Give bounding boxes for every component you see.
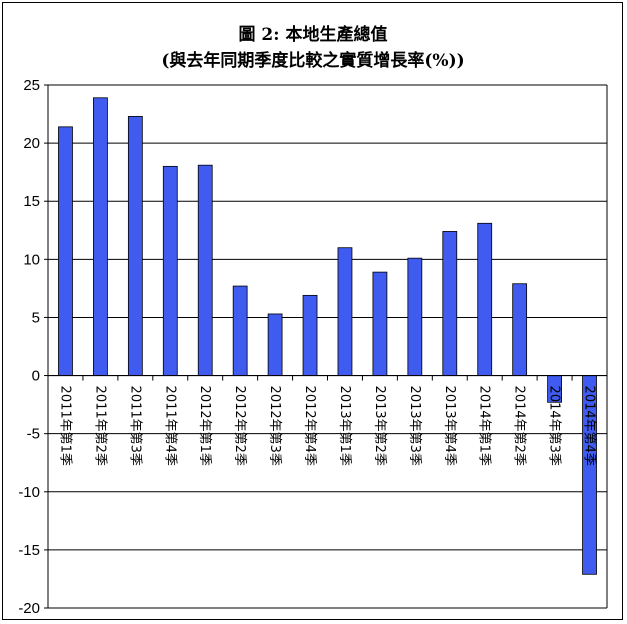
category-label: 2012年第4季 [302, 386, 317, 466]
category-label: 2013年第1季 [337, 386, 352, 466]
category-label: 2014年第1季 [477, 386, 492, 466]
category-label: 2012年第1季 [197, 386, 212, 466]
bar [512, 283, 528, 376]
category-label: 2014年第4季 [582, 386, 597, 466]
bar [267, 313, 283, 376]
y-tick-label: 10 [23, 251, 40, 268]
bar [302, 294, 318, 376]
bar [162, 165, 178, 376]
category-labels: 2011年第1季 2011年第2季 2011年第3季 2011年第4季 2012年第1季… [57, 386, 596, 466]
bar [407, 257, 423, 376]
category-label: 2013年第3季 [407, 386, 422, 466]
bar [232, 285, 248, 376]
category-label: 2011年第2季 [92, 386, 107, 466]
chart-subtitle: (與去年同期季度比較之實質增長率(%)) [161, 50, 464, 71]
category-label: 2011年第4季 [162, 386, 177, 466]
gdp-bar-chart: 圖 2: 本地生產總值 (與去年同期季度比較之實質增長率(%)) 25 20 15 1… [18, 24, 608, 617]
category-label: 2014年第3季 [547, 386, 562, 466]
category-label: 2013年第4季 [442, 386, 457, 466]
y-tick-label: 0 [32, 368, 40, 385]
y-tick-label: -10 [18, 484, 40, 501]
y-tick-label: 25 [23, 77, 40, 94]
bar [58, 126, 73, 376]
category-label: 2012年第3季 [267, 386, 282, 466]
bar [442, 231, 458, 376]
y-tick-labels: 25 20 15 10 5 0 -5 -10 -15 -20 [18, 77, 40, 617]
category-label: 2014年第2季 [512, 386, 527, 466]
bar [477, 222, 493, 376]
bar [197, 164, 213, 376]
axes [44, 84, 608, 609]
y-tick-label: 5 [32, 309, 40, 326]
chart-title: 圖 2: 本地生產總值 [239, 24, 388, 45]
category-label: 2013年第2季 [372, 386, 387, 466]
y-tick-label: -20 [18, 600, 40, 617]
bar [337, 247, 353, 376]
category-label: 2012年第2季 [232, 386, 247, 466]
y-tick-label: -5 [27, 426, 40, 443]
y-tick-label: -15 [18, 542, 40, 559]
category-label: 2011年第3季 [127, 386, 142, 466]
bars [58, 97, 597, 575]
bar [127, 115, 143, 376]
bar [372, 271, 388, 376]
bar [93, 97, 108, 376]
y-tick-label: 15 [23, 193, 40, 210]
y-tick-label: 20 [23, 135, 40, 152]
category-label: 2011年第1季 [57, 386, 72, 466]
